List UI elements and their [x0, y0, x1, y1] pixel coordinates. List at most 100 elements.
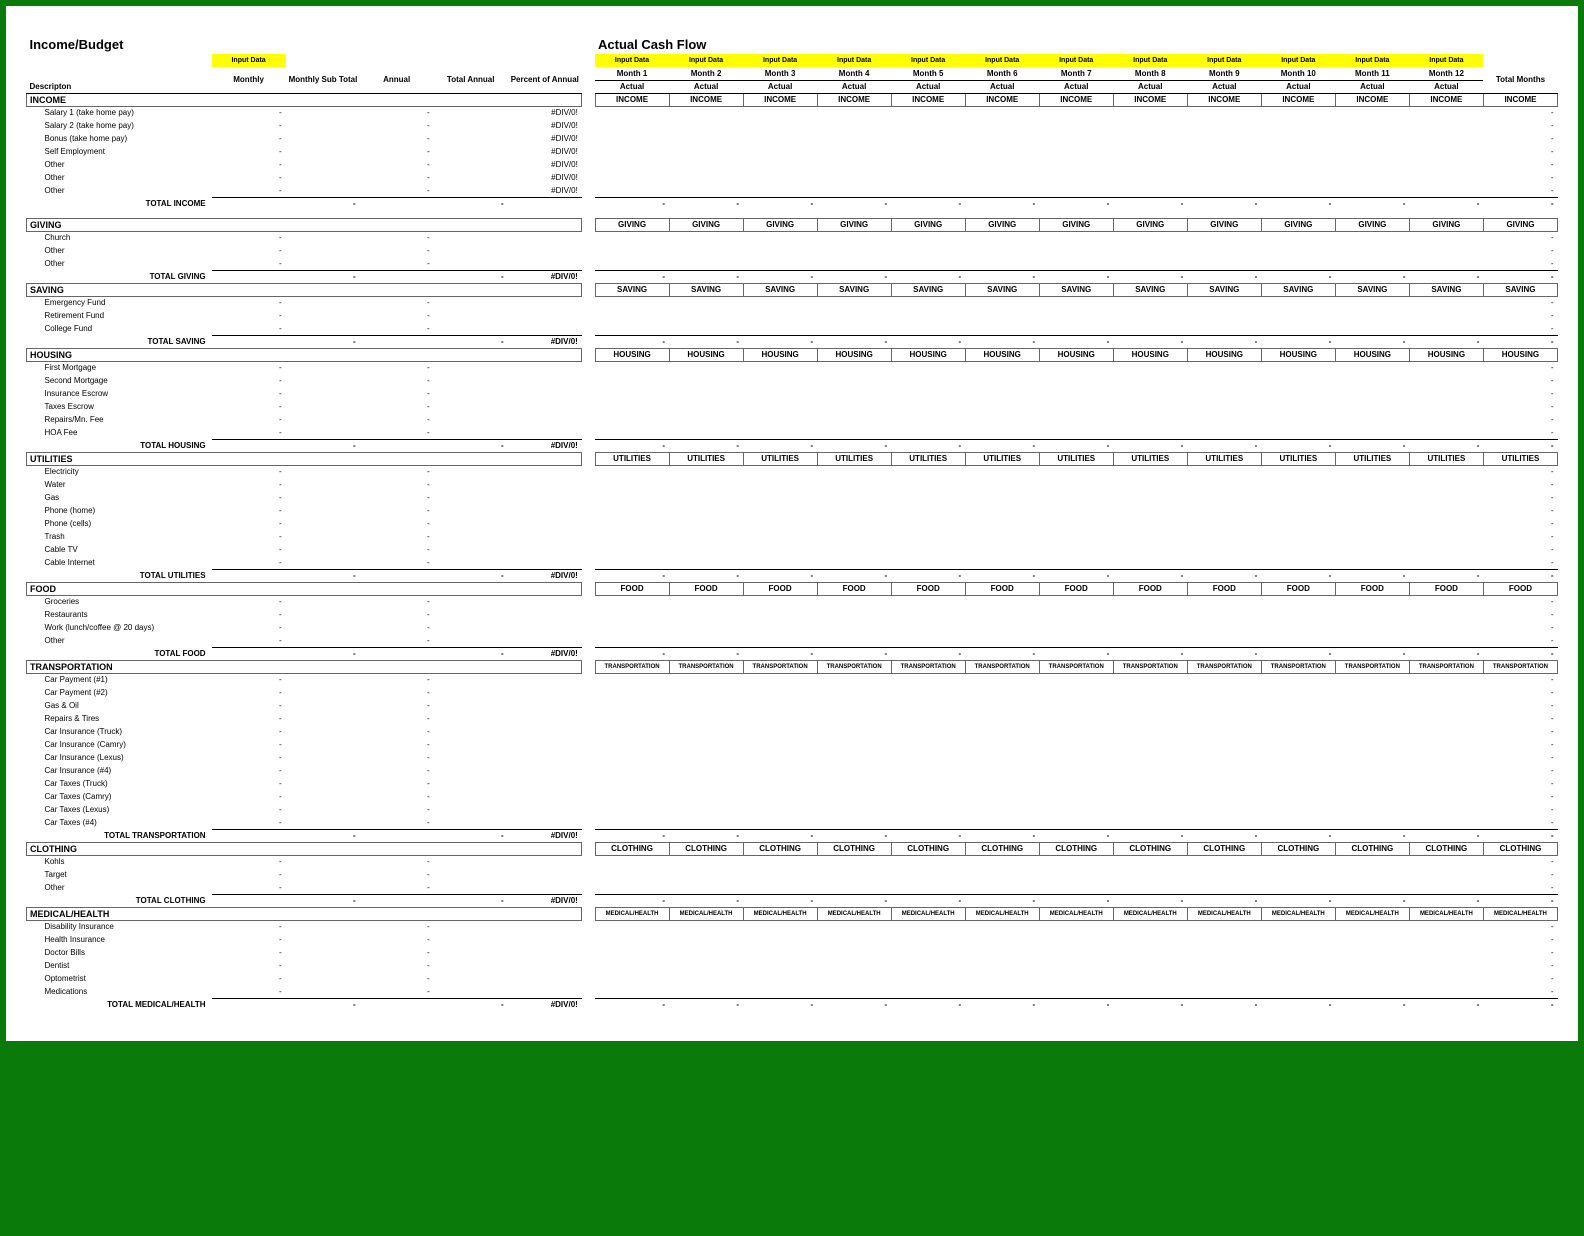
cell-monthly[interactable]: - [212, 946, 286, 959]
cell-annual[interactable]: - [360, 530, 434, 543]
cell-month[interactable] [817, 413, 891, 426]
cell-month[interactable] [1039, 387, 1113, 400]
cell-month[interactable] [743, 517, 817, 530]
cell-month[interactable] [595, 478, 669, 491]
cell-monthly-sub[interactable] [286, 322, 360, 335]
cell-total-annual[interactable] [434, 361, 508, 374]
cell-month[interactable] [1409, 106, 1483, 119]
cell-month[interactable] [1409, 400, 1483, 413]
cell-month[interactable] [1409, 132, 1483, 145]
cell-month[interactable] [1409, 309, 1483, 322]
line-item-label[interactable]: Bonus (take home pay) [27, 132, 212, 145]
cell-monthly-sub[interactable] [286, 400, 360, 413]
cell-month[interactable] [1187, 374, 1261, 387]
cell-total-annual[interactable] [434, 868, 508, 881]
cell-month[interactable] [1261, 504, 1335, 517]
cell-month[interactable] [1039, 764, 1113, 777]
cell-month[interactable] [965, 933, 1039, 946]
cell-month[interactable] [1113, 725, 1187, 738]
cell-month[interactable] [817, 803, 891, 816]
cell-annual[interactable]: - [360, 634, 434, 647]
cell-pct[interactable] [508, 374, 582, 387]
cell-month[interactable] [1039, 361, 1113, 374]
cell-month[interactable] [1261, 595, 1335, 608]
cell-month[interactable] [1335, 972, 1409, 985]
cell-month[interactable] [817, 946, 891, 959]
cell-month[interactable] [891, 764, 965, 777]
cell-pct[interactable] [508, 257, 582, 270]
cell-total-annual[interactable] [434, 244, 508, 257]
cell-row-total[interactable]: - [1483, 725, 1557, 738]
cell-month[interactable] [1261, 699, 1335, 712]
cell-annual[interactable]: - [360, 608, 434, 621]
cell-month[interactable] [1187, 712, 1261, 725]
cell-month[interactable] [817, 725, 891, 738]
cell-month[interactable] [1039, 556, 1113, 569]
cell-month[interactable] [1409, 413, 1483, 426]
cell-pct[interactable]: #DIV/0! [508, 145, 582, 158]
cell-pct[interactable] [508, 413, 582, 426]
cell-pct[interactable] [508, 985, 582, 998]
cell-month[interactable] [1113, 712, 1187, 725]
cell-month[interactable] [1335, 933, 1409, 946]
cell-month[interactable] [669, 296, 743, 309]
cell-row-total[interactable]: - [1483, 132, 1557, 145]
cell-monthly-sub[interactable] [286, 426, 360, 439]
cell-annual[interactable]: - [360, 595, 434, 608]
cell-row-total[interactable]: - [1483, 387, 1557, 400]
cell-row-total[interactable]: - [1483, 881, 1557, 894]
cell-month[interactable] [1113, 244, 1187, 257]
cell-month[interactable] [1335, 465, 1409, 478]
cell-month[interactable] [595, 712, 669, 725]
cell-row-total[interactable]: - [1483, 933, 1557, 946]
cell-month[interactable] [817, 530, 891, 543]
cell-month[interactable] [817, 478, 891, 491]
cell-month[interactable] [743, 504, 817, 517]
cell-month[interactable] [1409, 855, 1483, 868]
cell-total-annual[interactable] [434, 686, 508, 699]
cell-total-annual[interactable] [434, 803, 508, 816]
cell-month[interactable] [595, 686, 669, 699]
cell-month[interactable] [1409, 426, 1483, 439]
cell-month[interactable] [1187, 699, 1261, 712]
cell-month[interactable] [743, 803, 817, 816]
cell-month[interactable] [891, 184, 965, 197]
cell-month[interactable] [817, 673, 891, 686]
cell-month[interactable] [1113, 556, 1187, 569]
cell-month[interactable] [1261, 946, 1335, 959]
cell-month[interactable] [1039, 725, 1113, 738]
cell-month[interactable] [1113, 257, 1187, 270]
cell-month[interactable] [1113, 517, 1187, 530]
cell-month[interactable] [1187, 465, 1261, 478]
cell-month[interactable] [965, 309, 1039, 322]
cell-total-annual[interactable] [434, 608, 508, 621]
line-item-label[interactable]: Car Taxes (Lexus) [27, 803, 212, 816]
cell-month[interactable] [1039, 673, 1113, 686]
cell-monthly[interactable]: - [212, 699, 286, 712]
category-name[interactable]: SAVING [27, 283, 582, 296]
cell-month[interactable] [1261, 145, 1335, 158]
cell-pct[interactable] [508, 751, 582, 764]
cell-month[interactable] [595, 621, 669, 634]
cell-month[interactable] [669, 387, 743, 400]
cell-monthly-sub[interactable] [286, 184, 360, 197]
cell-month[interactable] [669, 712, 743, 725]
cell-month[interactable] [817, 985, 891, 998]
cell-month[interactable] [817, 231, 891, 244]
cell-total-annual[interactable] [434, 400, 508, 413]
category-name[interactable]: GIVING [27, 218, 582, 231]
cell-month[interactable] [1261, 413, 1335, 426]
cell-month[interactable] [1113, 184, 1187, 197]
cell-month[interactable] [669, 400, 743, 413]
cell-month[interactable] [1261, 673, 1335, 686]
category-name[interactable]: INCOME [27, 93, 582, 106]
line-item-label[interactable]: Second Mortgage [27, 374, 212, 387]
cell-month[interactable] [817, 738, 891, 751]
cell-month[interactable] [743, 621, 817, 634]
line-item-label[interactable]: Gas [27, 491, 212, 504]
cell-month[interactable] [1409, 699, 1483, 712]
cell-month[interactable] [1113, 322, 1187, 335]
cell-month[interactable] [1409, 530, 1483, 543]
cell-monthly-sub[interactable] [286, 868, 360, 881]
cell-month[interactable] [743, 608, 817, 621]
